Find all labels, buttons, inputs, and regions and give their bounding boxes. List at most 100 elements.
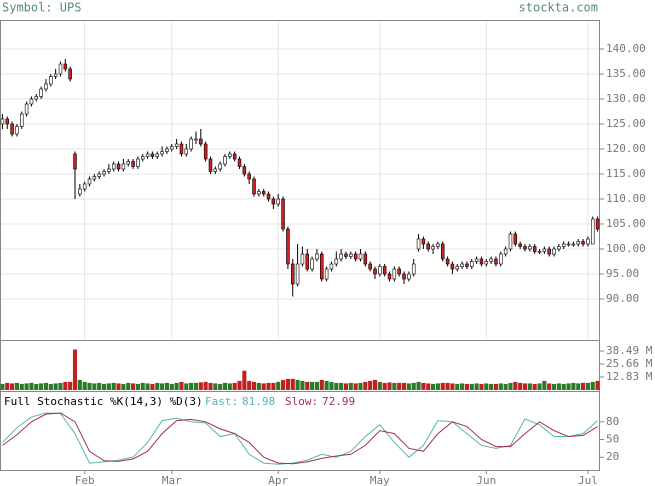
volume-bar bbox=[169, 383, 174, 390]
volume-bar bbox=[68, 381, 73, 390]
candle-body bbox=[0, 118, 5, 125]
volume-bar bbox=[576, 383, 581, 390]
candle-body bbox=[339, 253, 343, 260]
volume-bar bbox=[411, 382, 416, 390]
volume-bar bbox=[126, 382, 131, 390]
volume-bar bbox=[198, 382, 203, 390]
volume-bar bbox=[155, 382, 160, 390]
volume-bar bbox=[251, 381, 257, 390]
candle-body bbox=[92, 176, 97, 180]
volume-bar bbox=[58, 382, 63, 390]
candle-body bbox=[547, 248, 551, 255]
candle-body bbox=[58, 63, 63, 75]
volume-bar bbox=[493, 383, 499, 390]
volume-bar bbox=[227, 383, 232, 390]
candle-body bbox=[228, 153, 232, 157]
x-tick-label: Mar bbox=[162, 474, 182, 486]
candle-body bbox=[276, 198, 280, 205]
candle-body bbox=[213, 168, 218, 172]
volume-bar bbox=[160, 383, 165, 390]
candle-body bbox=[295, 263, 300, 285]
candle-body bbox=[116, 163, 121, 170]
volume-bar bbox=[518, 382, 523, 390]
volume-bar bbox=[397, 382, 402, 390]
candle-body bbox=[281, 198, 285, 230]
candle-body bbox=[126, 161, 130, 165]
candle-body bbox=[39, 88, 43, 97]
volume-bar bbox=[348, 382, 353, 390]
candle-body bbox=[218, 163, 222, 170]
volume-bar bbox=[121, 383, 126, 390]
candle-body bbox=[208, 158, 213, 172]
volume-bar bbox=[111, 382, 116, 390]
candle-body bbox=[503, 248, 508, 255]
candle-body bbox=[494, 258, 498, 265]
y-tick-label: 130.00 bbox=[606, 92, 646, 105]
volume-bar bbox=[522, 383, 528, 390]
volume-bar bbox=[208, 382, 213, 390]
volume-bar bbox=[184, 383, 189, 390]
volume-bar bbox=[585, 382, 590, 390]
candle-body bbox=[450, 263, 455, 270]
y-tick-label: 110.00 bbox=[606, 192, 646, 205]
volume-bar bbox=[382, 382, 387, 390]
candle-body bbox=[136, 158, 140, 167]
slow-value: 72.99 bbox=[322, 395, 355, 408]
volume-bar bbox=[48, 383, 53, 390]
volume-bar bbox=[281, 379, 286, 390]
volume-bar bbox=[324, 380, 329, 390]
candle-body bbox=[68, 68, 72, 80]
symbol: Symbol: UPS bbox=[2, 1, 81, 15]
volume-bar bbox=[150, 383, 155, 390]
volume-bar bbox=[247, 380, 252, 390]
stoch-line bbox=[2, 412, 598, 465]
volume-bar bbox=[503, 383, 508, 390]
candle-body bbox=[542, 248, 547, 252]
candle-body bbox=[261, 191, 266, 195]
candle-body bbox=[20, 113, 24, 127]
candle-body bbox=[363, 253, 368, 265]
candle-body bbox=[271, 198, 276, 205]
y-tick-label: 115.00 bbox=[606, 167, 646, 180]
candle-body bbox=[455, 266, 460, 270]
volume-bar bbox=[431, 383, 436, 390]
candle-body bbox=[97, 173, 101, 177]
candle-body bbox=[266, 193, 271, 200]
fast-label: Fast: bbox=[205, 395, 238, 408]
candle-body bbox=[513, 233, 518, 245]
volume-bar bbox=[77, 379, 82, 390]
x-tick-label: Jul bbox=[578, 474, 598, 486]
volume-bar bbox=[363, 381, 368, 390]
volume-bar bbox=[261, 383, 266, 390]
volume-bar bbox=[319, 379, 324, 390]
volume-bar bbox=[97, 382, 102, 390]
volume-bar bbox=[164, 382, 169, 390]
y-tick-label: 105.00 bbox=[606, 217, 646, 230]
volume-bar bbox=[421, 382, 426, 390]
volume-bar bbox=[5, 382, 10, 390]
candle-body bbox=[203, 143, 208, 160]
candle-body bbox=[232, 153, 237, 160]
candle-body bbox=[5, 118, 10, 125]
candle-body bbox=[107, 168, 111, 172]
candle-body bbox=[489, 258, 493, 262]
volume-bar bbox=[116, 383, 121, 390]
candle-body bbox=[300, 253, 305, 265]
x-tick-label: Feb bbox=[75, 474, 95, 486]
volume-bar bbox=[334, 382, 339, 390]
y-tick-label: 135.00 bbox=[606, 67, 646, 80]
volume-bar bbox=[566, 383, 571, 390]
candle-body bbox=[305, 253, 310, 270]
y-tick-label: 100.00 bbox=[606, 242, 646, 255]
candle-body bbox=[49, 76, 53, 85]
volume-bar bbox=[72, 349, 78, 390]
volume-bar bbox=[329, 381, 334, 390]
volume-bar bbox=[92, 383, 97, 390]
x-tick-label: May bbox=[370, 474, 390, 486]
volume-bar bbox=[106, 383, 111, 390]
candle-body bbox=[387, 273, 392, 280]
volume-bar bbox=[353, 383, 358, 390]
